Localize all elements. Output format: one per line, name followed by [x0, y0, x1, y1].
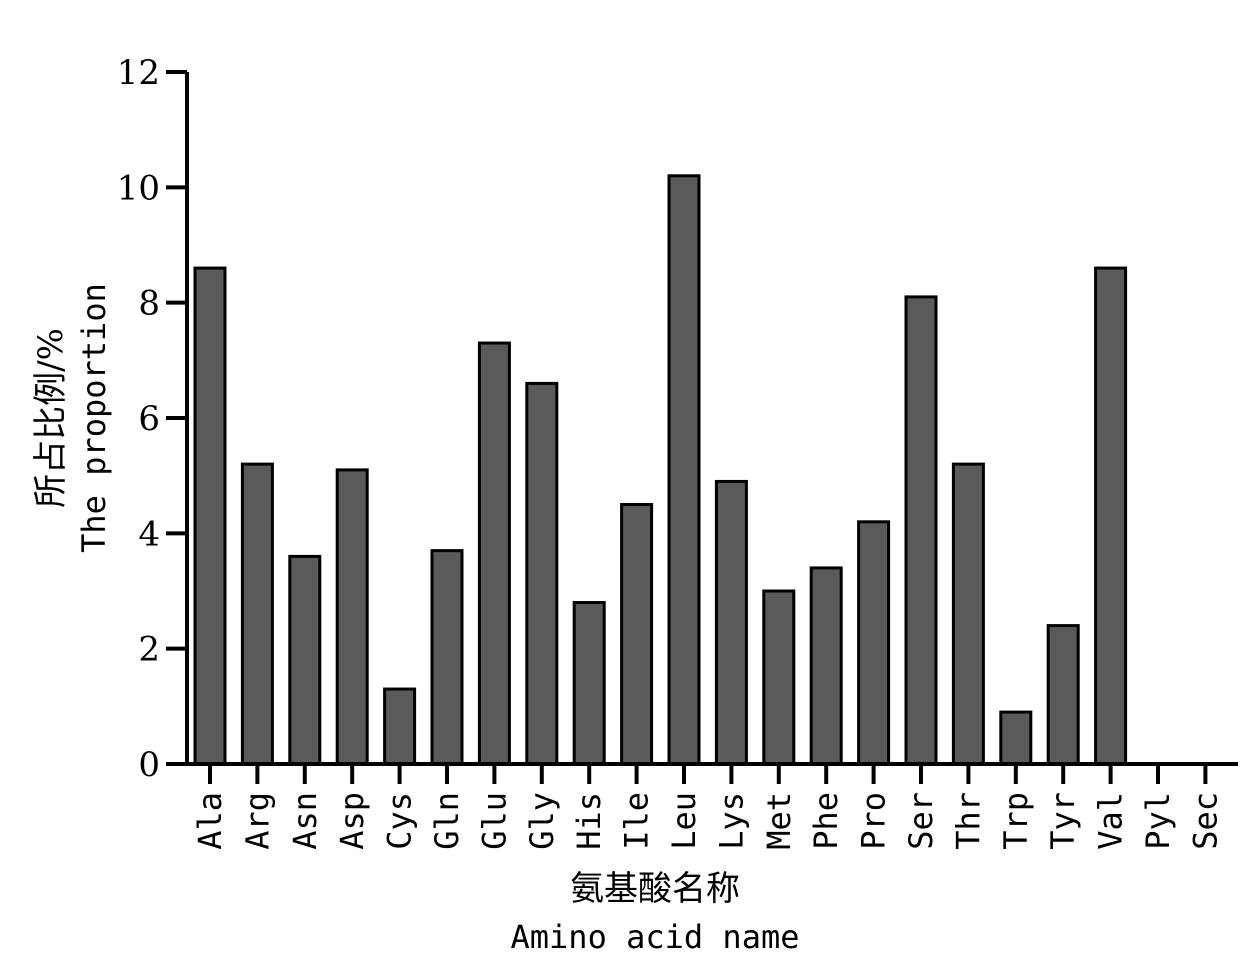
bar-glu — [477, 341, 511, 766]
bar-trp — [999, 710, 1033, 766]
x-tick-label-phe: Phe — [807, 792, 845, 850]
x-tick-label-asp: Asp — [333, 792, 371, 850]
y-axis-label-cn: 所占比例/% — [31, 328, 71, 508]
x-tick-label-leu: Leu — [665, 792, 703, 850]
bars-layer — [193, 174, 1128, 766]
y-tick-label: 2 — [138, 630, 160, 670]
x-axis-label-en: Amino acid name — [511, 918, 800, 956]
bar-phe — [809, 566, 843, 766]
x-tick-label-met: Met — [760, 792, 798, 850]
x-tick-label-gln: Gln — [428, 792, 466, 850]
bar-tyr — [1046, 624, 1080, 766]
y-tick-label: 8 — [138, 284, 160, 324]
x-tick-label-ile: Ile — [618, 792, 656, 850]
x-tick-label-pro: Pro — [855, 792, 893, 850]
bar-pro — [857, 520, 891, 766]
bar-thr — [951, 462, 985, 766]
x-tick-label-glu: Glu — [475, 792, 513, 850]
bar-ala — [193, 266, 227, 766]
x-tick-label-lys: Lys — [712, 792, 750, 850]
bar-gln — [430, 549, 464, 766]
x-axis-label-cn: 氨基酸名称 — [570, 869, 740, 909]
bar-met — [762, 589, 796, 766]
y-tick-label: 10 — [117, 168, 160, 208]
bar-asn — [288, 554, 322, 766]
x-tick-label-ala: Ala — [191, 792, 229, 850]
bar-val — [1094, 266, 1128, 766]
bar-lys — [714, 479, 748, 766]
bar-gly — [525, 381, 559, 766]
x-tick-label-asn: Asn — [286, 792, 324, 850]
x-tick-label-val: Val — [1092, 792, 1130, 850]
bar-ser — [904, 295, 938, 766]
bar-asp — [335, 468, 369, 766]
bar-cys — [383, 687, 417, 766]
y-tick-label: 4 — [138, 514, 160, 554]
x-tick-label-cys: Cys — [381, 792, 419, 850]
x-tick-label-trp: Trp — [997, 792, 1035, 850]
x-tick-label-thr: Thr — [949, 792, 987, 850]
x-tick-label-ser: Ser — [902, 792, 940, 850]
x-ticks-layer: Ala Arg Asn Asp Cys Gln Glu Gly His Ile Leu Lys Met P… — [191, 764, 1224, 850]
x-tick-label-his: His — [570, 792, 608, 850]
bar-ile — [620, 503, 654, 766]
y-tick-label: 6 — [138, 399, 160, 439]
y-ticks-layer: 0 2 4 6 8 10 12 — [117, 53, 187, 785]
bar-leu — [667, 174, 701, 766]
y-tick-label: 12 — [117, 53, 160, 93]
x-tick-label-arg: Arg — [238, 792, 276, 850]
x-tick-label-sec: Sec — [1186, 792, 1224, 850]
y-axis-label-en: The proportion — [75, 283, 113, 553]
bar-his — [572, 601, 606, 766]
y-tick-label: 0 — [138, 745, 160, 785]
x-tick-label-pyl: Pyl — [1139, 792, 1177, 850]
x-tick-label-gly: Gly — [523, 792, 561, 850]
x-tick-label-tyr: Tyr — [1044, 792, 1082, 850]
bar-arg — [240, 462, 274, 766]
